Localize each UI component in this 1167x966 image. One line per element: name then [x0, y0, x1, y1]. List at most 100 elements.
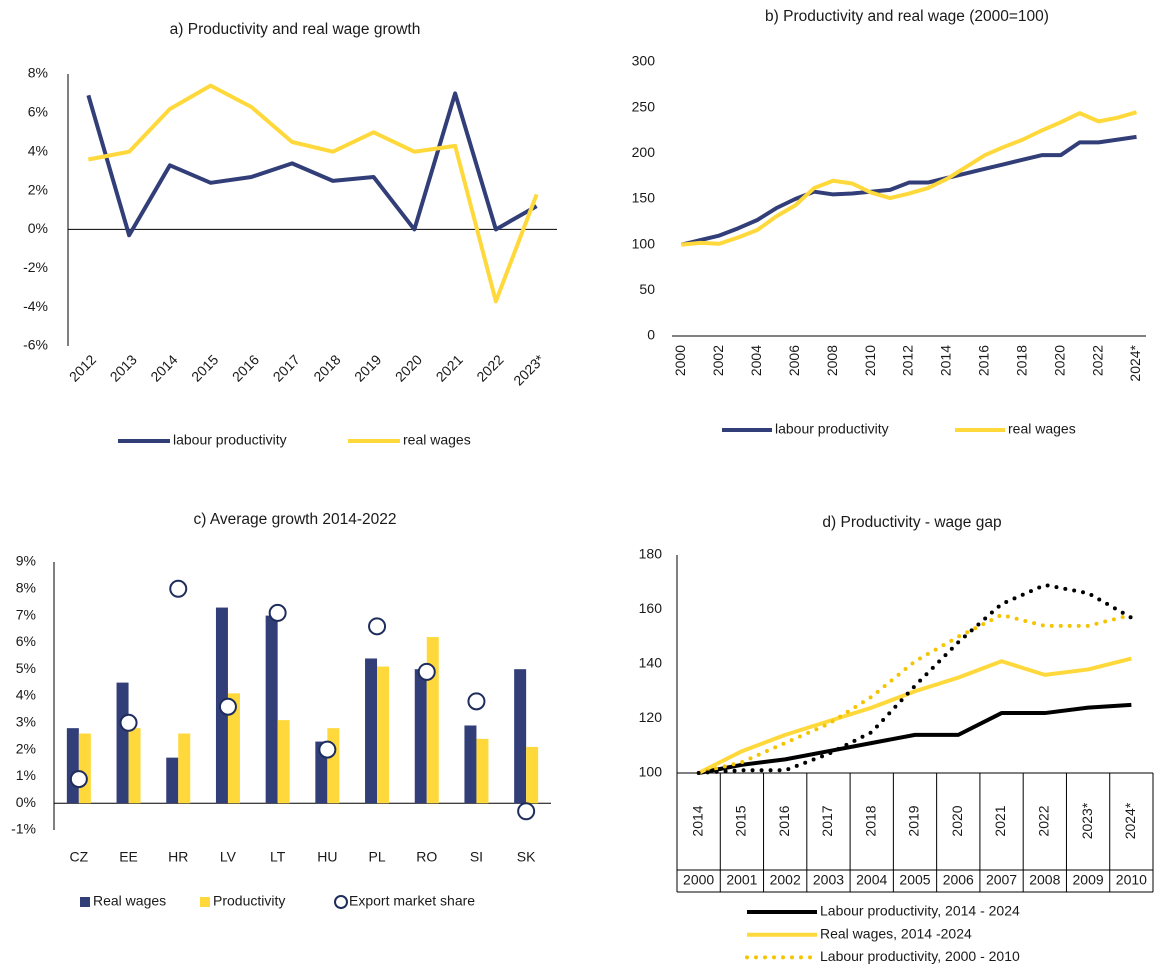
x-tick-label: 2020 — [949, 805, 965, 836]
y-tick-label: 4% — [16, 687, 36, 703]
y-tick-label: -4% — [23, 298, 48, 314]
y-tick-label: 7% — [16, 606, 36, 622]
bar — [514, 669, 527, 804]
x-tick-label: 2016 — [229, 351, 262, 384]
series-line — [86, 91, 538, 238]
x-tick-label: 2022 — [1036, 805, 1052, 836]
legend-swatch — [80, 897, 90, 907]
y-tick-label: 0% — [28, 220, 48, 236]
legend-label: Labour productivity, 2000 - 2010 — [820, 948, 1020, 964]
x-tick-label: PL — [368, 849, 385, 865]
marker — [318, 740, 337, 759]
bar — [464, 725, 477, 804]
y-tick-label: 8% — [16, 580, 36, 596]
x-tick-label: 2021 — [433, 351, 466, 384]
x-tick-label: 2018 — [862, 805, 878, 836]
x-tick-label: 2019 — [906, 805, 922, 836]
marker — [368, 617, 387, 636]
y-tick-label: 0 — [647, 327, 655, 343]
y-tick-label: 300 — [632, 53, 656, 69]
series-line — [696, 612, 1134, 775]
x-tick-label: CZ — [70, 849, 89, 865]
y-tick-label: 160 — [639, 600, 663, 616]
x-tick-label: 2006 — [786, 345, 802, 376]
x-tick-label: 2020 — [392, 351, 425, 384]
x-tick-label: 2023* — [1079, 802, 1095, 839]
y-tick-label: 180 — [639, 546, 663, 562]
x-tick-label: 2020 — [1051, 345, 1067, 376]
x2-tick-label: 2004 — [856, 872, 887, 888]
bar — [265, 615, 278, 804]
legend-label: real wages — [403, 432, 471, 448]
x-tick-label: 2016 — [976, 345, 992, 376]
marker — [69, 770, 88, 789]
marker — [417, 662, 436, 681]
x-tick-label: 2016 — [776, 805, 792, 836]
y-tick-label: 100 — [639, 764, 663, 780]
bar — [526, 746, 539, 804]
bar — [426, 637, 439, 804]
x-tick-label: 2018 — [1013, 345, 1029, 376]
bar — [365, 658, 378, 804]
bar — [414, 669, 427, 804]
legend-label: labour productivity — [775, 421, 889, 437]
y-tick-label: 6% — [28, 104, 48, 120]
x-tick-label: 2014 — [689, 805, 705, 836]
bar — [277, 720, 290, 804]
x-tick-label: 2021 — [992, 805, 1008, 836]
series-line — [697, 656, 1132, 775]
x-tick-label: HU — [317, 849, 337, 865]
x2-tick-label: 2009 — [1073, 872, 1104, 888]
bar — [178, 733, 191, 804]
x-tick-label: 2014 — [938, 345, 954, 376]
y-tick-label: -2% — [23, 259, 48, 275]
x-tick-label: 2022 — [1089, 345, 1105, 376]
x-tick-label: 2015 — [188, 351, 221, 384]
x2-tick-label: 2005 — [899, 872, 930, 888]
x-tick-label: 2000 — [672, 345, 688, 376]
chart-title: a) Productivity and real wage growth — [170, 21, 421, 38]
y-tick-label: 200 — [632, 144, 656, 160]
x-tick-label: EE — [119, 849, 138, 865]
series-line — [681, 110, 1138, 247]
x-tick-label: LT — [270, 849, 286, 865]
y-tick-label: 250 — [632, 98, 656, 114]
marker — [218, 697, 237, 716]
legend-swatch — [200, 897, 210, 907]
x-tick-label: LV — [220, 849, 237, 865]
y-tick-label: 3% — [16, 714, 36, 730]
marker — [268, 603, 287, 622]
series-line — [696, 582, 1134, 775]
chart-title: d) Productivity - wage gap — [822, 514, 1001, 531]
legend-label: Productivity — [213, 893, 285, 909]
bar — [377, 666, 390, 804]
x2-tick-label: 2003 — [813, 872, 844, 888]
x2-tick-label: 2010 — [1116, 872, 1147, 888]
x2-tick-label: 2000 — [683, 872, 714, 888]
x-tick-label: 2018 — [310, 351, 343, 384]
x-tick-label: 2012 — [66, 351, 99, 384]
x-tick-label: 2012 — [900, 345, 916, 376]
y-tick-label: 8% — [28, 65, 48, 81]
y-tick-label: 50 — [639, 281, 655, 297]
bar — [476, 738, 489, 804]
chart-title: b) Productivity and real wage (2000=100) — [765, 8, 1049, 25]
x2-tick-label: 2008 — [1029, 872, 1060, 888]
x2-tick-label: 2001 — [726, 872, 757, 888]
marker — [467, 692, 486, 711]
bar — [78, 733, 91, 804]
marker — [119, 713, 138, 732]
legend-label: Real wages, 2014 -2024 — [820, 925, 972, 941]
bar — [166, 757, 179, 804]
x-tick-label: 2019 — [351, 351, 384, 384]
series-line — [681, 134, 1137, 247]
legend-label: labour productivity — [173, 432, 287, 448]
series-line — [698, 702, 1132, 775]
y-tick-label: -6% — [23, 337, 48, 353]
legend-label: Export market share — [349, 893, 475, 909]
x-tick-label: 2022 — [473, 351, 506, 384]
x2-tick-label: 2006 — [943, 872, 974, 888]
bar — [116, 682, 129, 804]
y-tick-label: -1% — [11, 821, 36, 837]
x-tick-label: SI — [470, 849, 483, 865]
